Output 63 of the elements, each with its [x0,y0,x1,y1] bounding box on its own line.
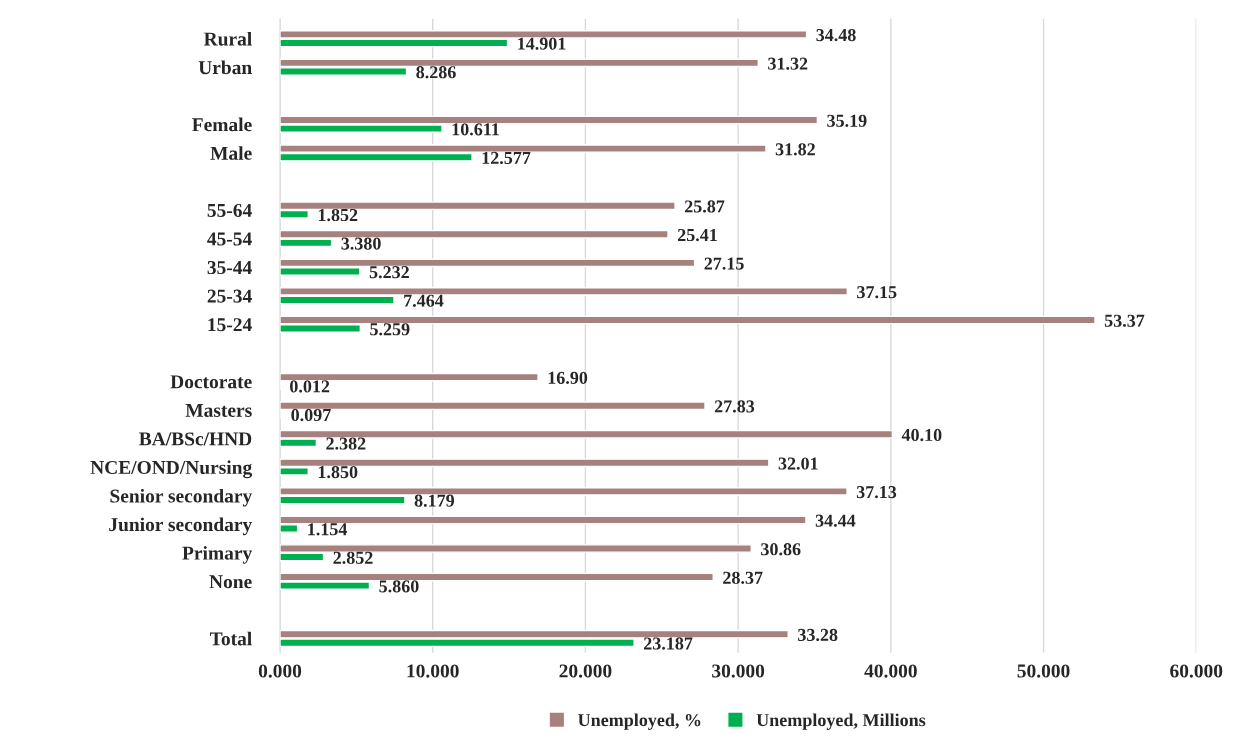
data-label: 1.852 [318,208,358,222]
y-tick-label: Female [192,117,252,132]
data-label: 35.19 [827,114,867,127]
data-label: 27.15 [704,257,744,270]
data-label: 14.901 [518,37,566,50]
legend-label: Unemployed, Millions [756,713,926,730]
data-label: 0.012 [290,380,330,393]
data-label: 34.44 [815,514,856,527]
data-label: 34.48 [816,28,856,42]
y-tick-label: Senior secondary [110,488,253,507]
y-tick-label: 35-44 [207,261,252,275]
data-label: 2.852 [333,551,373,564]
data-label: 12.577 [482,151,531,165]
y-tick-label: Masters [185,403,252,417]
y-tick-label: 55-64 [207,203,252,217]
y-tick-label: BA/BSc/HND [139,432,252,446]
data-label: 31.82 [775,143,815,156]
data-label: 53.37 [1104,314,1145,327]
y-tick-label: 45-54 [207,232,252,246]
data-label: 8.179 [414,494,455,507]
y-tick-label: Rural [203,31,252,46]
data-label: 5.232 [369,266,409,279]
data-label: 40.10 [901,428,942,442]
y-tick-label: Doctorate [170,375,252,389]
data-label: 0.097 [291,408,331,422]
x-tick-label: 30.000 [712,664,765,678]
data-label: 30.86 [761,543,801,556]
data-label: 31.32 [768,57,808,70]
data-label: 1.850 [318,465,358,479]
legend-label: Unemployed, % [578,713,701,730]
data-label: 27.83 [714,400,755,413]
data-label: 2.382 [326,437,366,450]
data-label: 33.28 [798,628,838,642]
data-label: 23.187 [644,637,693,650]
data-label: 32.01 [778,457,818,470]
data-label: 16.90 [548,371,588,384]
data-label: 28.37 [723,571,763,584]
y-tick-label: Primary [182,546,253,564]
data-label: 25.87 [684,200,725,213]
x-tick-label: 50.000 [1017,664,1070,678]
data-label: 5.860 [379,580,419,593]
y-tick-label: NCE/OND/Nursing [90,460,253,479]
data-label: 37.15 [857,286,897,299]
y-tick-label: Total [210,631,252,646]
data-label: 8.286 [416,66,456,79]
x-tick-label: 20.000 [559,664,612,678]
data-label: 3.380 [341,237,381,250]
x-tick-label: 40.000 [864,664,917,678]
data-label: 7.464 [404,294,444,307]
x-tick-label: 60.000 [1170,664,1223,678]
y-tick-label: None [209,575,252,589]
data-label: 1.154 [308,523,348,536]
data-label: 5.259 [370,323,410,336]
y-tick-label: 15-24 [208,318,252,332]
x-tick-label: 10.000 [407,664,459,678]
y-tick-label: Male [210,146,252,160]
x-tick-label: 0.000 [258,664,302,678]
data-label: 25.41 [677,228,717,242]
y-tick-label: Junior secondary [109,517,253,536]
y-tick-label: 25-34 [207,289,252,303]
data-label: 10.611 [452,123,499,136]
data-label: 37.13 [856,486,897,499]
y-tick-label: Urban [198,60,252,75]
